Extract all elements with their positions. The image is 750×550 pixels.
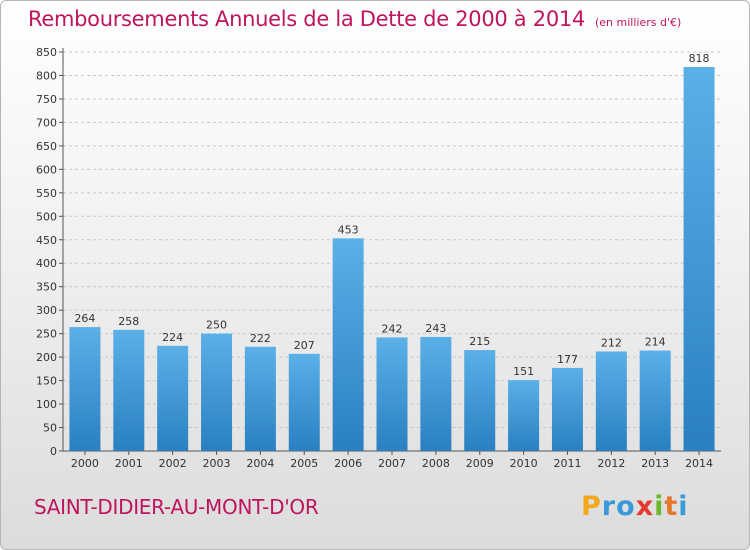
value-label: 215 — [469, 335, 490, 348]
y-tick-label: 550 — [36, 187, 57, 200]
bars — [69, 67, 715, 451]
chart-title-text: Remboursements Annuels de la Dette de 20… — [28, 7, 585, 31]
value-label: 151 — [513, 365, 534, 378]
y-tick-label: 500 — [36, 210, 57, 223]
y-tick-label: 700 — [36, 116, 57, 129]
value-label: 207 — [294, 339, 315, 352]
bar-2007 — [376, 337, 408, 451]
logo-letter: i — [654, 491, 665, 522]
x-tick-label: 2004 — [246, 457, 274, 470]
y-tick-label: 450 — [36, 234, 57, 247]
value-label: 243 — [425, 322, 446, 335]
proxiti-logo: Proxiti — [581, 491, 689, 522]
logo-letter: r — [601, 491, 617, 522]
y-tick-label: 50 — [43, 422, 57, 435]
x-tick-label: 2001 — [115, 457, 143, 470]
y-tick-label: 250 — [36, 328, 57, 341]
x-tick-label: 2011 — [553, 457, 581, 470]
x-tick-label: 2013 — [641, 457, 669, 470]
value-label: 242 — [382, 322, 403, 335]
logo-letter: t — [664, 491, 679, 522]
chart-title-unit: (en milliers d'€) — [595, 16, 682, 29]
x-tick-label: 2000 — [71, 457, 99, 470]
y-tick-label: 150 — [36, 375, 57, 388]
y-tick-labels: 0 50 100 150 200 250 300 350 400 450 500 550 600 650 7… — [36, 46, 57, 458]
bar-2004 — [244, 346, 276, 451]
y-tick-label: 850 — [36, 46, 57, 59]
y-tick-label: 0 — [50, 445, 57, 458]
x-tick-label: 2005 — [290, 457, 318, 470]
value-label: 453 — [338, 223, 359, 236]
x-tick-labels: 2000 2001 2002 2003 2004 2005 2006 2007 2008 2009… — [71, 451, 713, 470]
y-tick-label: 800 — [36, 69, 57, 82]
bar-2012 — [595, 351, 627, 451]
x-tick-label: 2008 — [422, 457, 450, 470]
y-tick-label: 400 — [36, 257, 57, 270]
bar-2005 — [288, 353, 320, 451]
x-tick-label: 2012 — [597, 457, 625, 470]
logo-letter: P — [581, 491, 602, 522]
bar-2008 — [420, 336, 452, 451]
y-tick-label: 100 — [36, 398, 57, 411]
bar-2006 — [332, 238, 364, 451]
bar-2009 — [464, 350, 496, 451]
value-label: 177 — [557, 353, 578, 366]
y-tick-label: 200 — [36, 351, 57, 364]
y-tick-label: 750 — [36, 93, 57, 106]
bar-2013 — [639, 350, 671, 451]
bar-2000 — [69, 327, 101, 451]
y-tick-label: 300 — [36, 304, 57, 317]
value-label: 250 — [206, 319, 227, 332]
logo-letter: i — [678, 491, 689, 522]
x-tick-label: 2006 — [334, 457, 362, 470]
value-labels: 264 258 224 250 222 207 453 242 243 215 151 177 212 2… — [74, 52, 709, 378]
value-label: 224 — [162, 331, 183, 344]
logo-letter: x — [635, 491, 655, 522]
y-tick-label: 600 — [36, 163, 57, 176]
x-tick-label: 2010 — [510, 457, 538, 470]
logo-letter: o — [616, 491, 636, 522]
y-tick-label: 350 — [36, 281, 57, 294]
value-label: 258 — [118, 315, 139, 328]
value-label: 818 — [689, 52, 710, 65]
value-label: 222 — [250, 332, 271, 345]
bar-2014 — [683, 67, 715, 451]
bar-2002 — [157, 345, 189, 451]
bar-2001 — [113, 329, 145, 451]
value-label: 214 — [645, 336, 666, 349]
city-name: SAINT-DIDIER-AU-MONT-D'OR — [34, 495, 319, 519]
y-tick-label: 650 — [36, 140, 57, 153]
bar-2010 — [508, 380, 540, 451]
bar-2011 — [551, 367, 583, 451]
x-tick-label: 2009 — [466, 457, 494, 470]
x-tick-label: 2007 — [378, 457, 406, 470]
bar-2003 — [201, 333, 233, 451]
chart-title: Remboursements Annuels de la Dette de 20… — [28, 7, 681, 31]
value-label: 212 — [601, 336, 622, 349]
x-tick-label: 2002 — [159, 457, 187, 470]
x-tick-label: 2014 — [685, 457, 713, 470]
x-tick-label: 2003 — [203, 457, 231, 470]
value-label: 264 — [74, 312, 95, 325]
